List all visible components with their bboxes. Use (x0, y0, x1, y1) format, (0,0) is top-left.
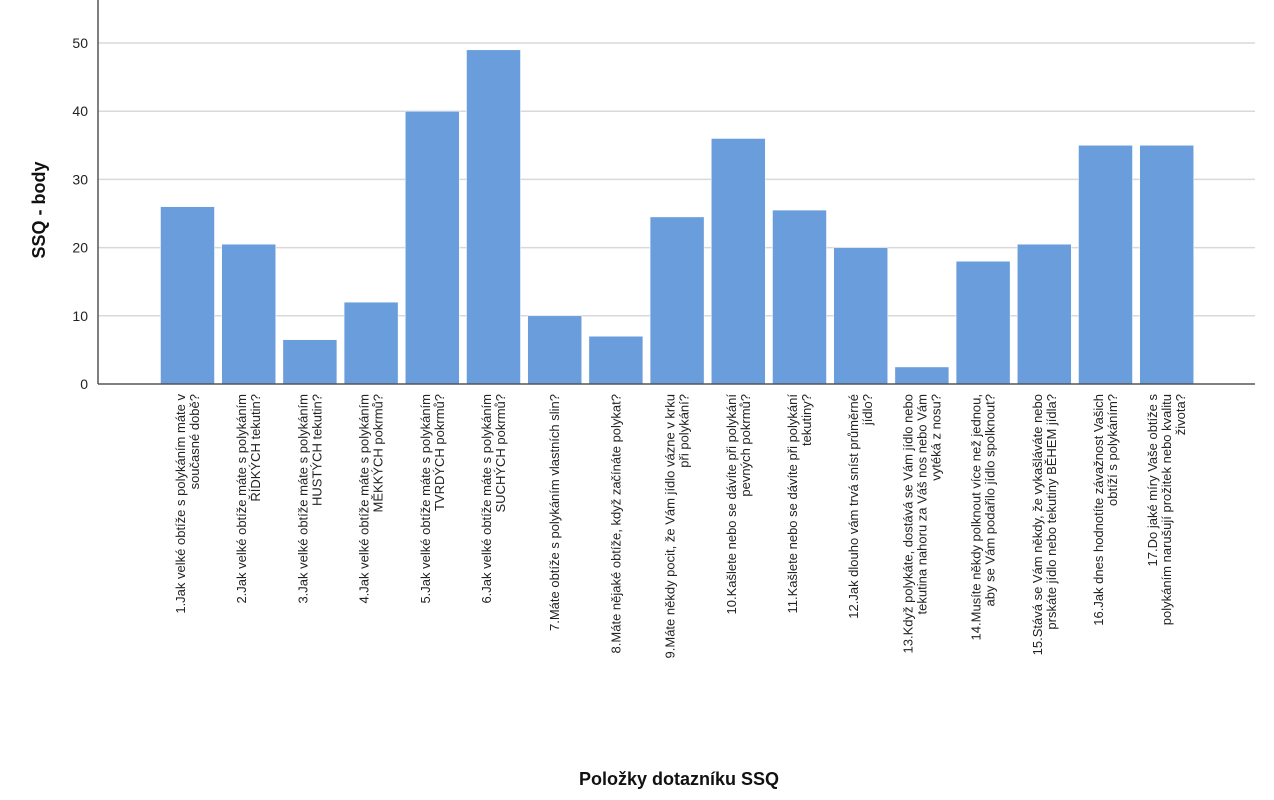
bar (649, 216, 705, 385)
svg-text:5.Jak velké obtíže máte s poly: 5.Jak velké obtíže máte s polykánímTVRDÝ… (418, 394, 447, 604)
svg-text:9.Máte někdy pocit, že Vám jíd: 9.Máte někdy pocit, že Vám jídlo vázne v… (663, 394, 692, 658)
bar (527, 315, 582, 385)
bar (1017, 243, 1072, 385)
bar (955, 260, 1011, 385)
y-tick-label: 40 (72, 103, 88, 119)
svg-text:11.Kašlete nebo se dávíte při: 11.Kašlete nebo se dávíte při polykáníte… (785, 394, 814, 614)
y-axis-title: SSQ - body (29, 161, 49, 258)
svg-text:16.Jak dnes hodnotíte závažnos: 16.Jak dnes hodnotíte závažnost Vašichob… (1091, 394, 1120, 626)
svg-text:14.Musíte někdy polknout více: 14.Musíte někdy polknout více než jednou… (969, 394, 998, 640)
y-tick-labels: 0 10 20 30 40 50 (72, 35, 88, 392)
bar (588, 336, 644, 385)
x-category-label: 10.Kašlete nebo se dávíte při polykánípe… (724, 394, 753, 615)
bars (160, 49, 1194, 385)
x-category-label: 16.Jak dnes hodnotíte závažnost Vašichob… (1091, 394, 1120, 626)
x-category-label: 12.Jak dlouho vám trvá sníst průměrnéjíd… (846, 394, 875, 619)
x-axis-title: Položky dotazníku SSQ (579, 769, 779, 789)
x-category-label: 14.Musíte někdy polknout více než jednou… (969, 394, 998, 640)
svg-text:2.Jak velké obtíže máte s poly: 2.Jak velké obtíže máte s polykánímŘÍDKÝ… (234, 394, 263, 604)
x-category-label: 1.Jak velké obtíže s polykáním máte vsou… (173, 394, 202, 614)
x-category-label: 7.Máte obtíže s polykáním vlastních slin… (547, 394, 562, 631)
bar (833, 247, 888, 385)
svg-text:13.Když polykáte, dostává se V: 13.Když polykáte, dostává se Vám jídlo n… (900, 394, 943, 653)
bar (405, 110, 460, 385)
svg-text:17.Do jaké míry Vaše obtíže sp: 17.Do jaké míry Vaše obtíže spolykáním n… (1145, 394, 1188, 626)
bar (772, 209, 827, 385)
y-tick-label: 20 (72, 240, 88, 256)
y-tick-label: 10 (72, 308, 88, 324)
x-category-label: 17.Do jaké míry Vaše obtíže spolykáním n… (1145, 394, 1188, 626)
bar (343, 301, 399, 385)
bar (160, 206, 215, 385)
x-category-label: 9.Máte někdy pocit, že Vám jídlo vázne v… (663, 394, 692, 658)
bar (711, 138, 766, 385)
bar (1078, 145, 1133, 385)
bar (466, 49, 521, 385)
bar (221, 243, 276, 385)
svg-text:6.Jak velké obtíže máte s poly: 6.Jak velké obtíže máte s polykánímSUCHÝ… (479, 394, 508, 604)
svg-text:3.Jak velké obtíže máte s poly: 3.Jak velké obtíže máte s polykánímHUSTÝ… (295, 394, 324, 604)
svg-text:10.Kašlete nebo se dávíte při: 10.Kašlete nebo se dávíte při polykánípe… (724, 394, 753, 615)
x-category-label: 6.Jak velké obtíže máte s polykánímSUCHÝ… (479, 394, 508, 604)
y-tick-label: 0 (80, 376, 88, 392)
bar (282, 339, 338, 385)
x-category-label: 15.Stává se Vám někdy, že vykašláváte ne… (1030, 394, 1059, 655)
x-category-label: 8.Máte nějaké obtíže, když začínáte poly… (608, 394, 623, 653)
y-tick-label: 50 (72, 35, 88, 51)
x-category-label: 11.Kašlete nebo se dávíte při polykáníte… (785, 394, 814, 614)
x-category-label: 5.Jak velké obtíže máte s polykánímTVRDÝ… (418, 394, 447, 604)
svg-text:4.Jak velké obtíže máte s poly: 4.Jak velké obtíže máte s polykánímMĚKKÝ… (357, 394, 386, 604)
svg-text:12.Jak dlouho vám trvá sníst p: 12.Jak dlouho vám trvá sníst průměrnéjíd… (846, 394, 875, 619)
bar (1139, 145, 1194, 385)
y-tick-label: 30 (72, 171, 88, 187)
x-category-label: 3.Jak velké obtíže máte s polykánímHUSTÝ… (295, 394, 324, 604)
svg-text:7.Máte obtíže s polykáním vlas: 7.Máte obtíže s polykáním vlastních slin… (547, 394, 562, 631)
svg-text:1.Jak velké obtíže s polykáním: 1.Jak velké obtíže s polykáním máte vsou… (173, 394, 202, 614)
svg-text:8.Máte nějaké obtíže, když zač: 8.Máte nějaké obtíže, když začínáte poly… (608, 394, 623, 653)
x-category-labels: 1.Jak velké obtíže s polykáním máte vsou… (173, 394, 1188, 659)
x-category-label: 2.Jak velké obtíže máte s polykánímŘÍDKÝ… (234, 394, 263, 604)
bar (894, 366, 950, 385)
svg-text:15.Stává se Vám někdy, že vyka: 15.Stává se Vám někdy, že vykašláváte ne… (1030, 394, 1059, 655)
x-category-label: 4.Jak velké obtíže máte s polykánímMĚKKÝ… (357, 394, 386, 604)
x-category-label: 13.Když polykáte, dostává se Vám jídlo n… (900, 394, 943, 653)
